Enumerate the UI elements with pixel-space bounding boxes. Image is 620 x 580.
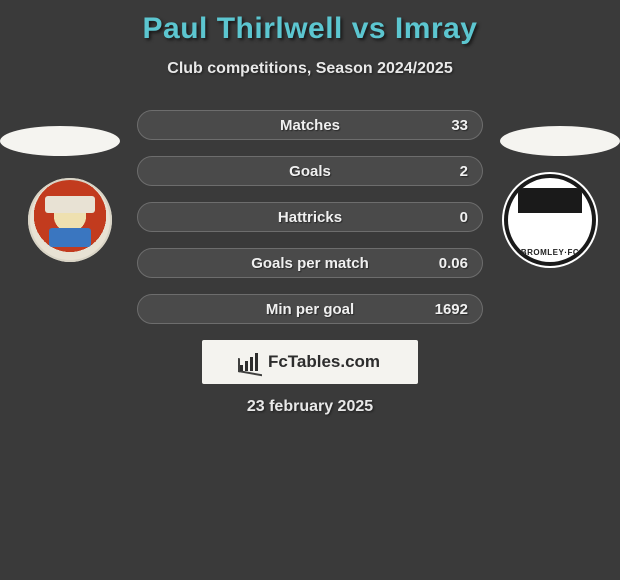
brand-box[interactable]: FcTables.com <box>202 340 418 384</box>
player-right-silhouette <box>500 126 620 156</box>
club-left-crest <box>20 170 120 270</box>
stat-row-matches: Matches 33 <box>137 110 483 140</box>
subtitle: Club competitions, Season 2024/2025 <box>0 60 620 78</box>
stat-label: Goals <box>289 163 331 180</box>
stat-right-value: 0 <box>460 209 468 226</box>
stat-row-mpg: Min per goal 1692 <box>137 294 483 324</box>
stat-row-hattricks: Hattricks 0 <box>137 202 483 232</box>
chart-bars-icon <box>240 353 262 371</box>
stats-table: Matches 33 Goals 2 Hattricks 0 Goals per… <box>137 110 483 324</box>
stat-label: Matches <box>280 117 340 134</box>
brand-label: FcTables.com <box>268 352 380 372</box>
stat-row-goals: Goals 2 <box>137 156 483 186</box>
date-footer: 23 february 2025 <box>0 398 620 416</box>
club-left-crest-icon <box>28 178 112 262</box>
stat-right-value: 0.06 <box>439 255 468 272</box>
stat-label: Hattricks <box>278 209 342 226</box>
club-right-crest-icon <box>508 178 592 262</box>
stat-right-value: 33 <box>451 117 468 134</box>
stat-label: Min per goal <box>266 301 354 318</box>
stat-right-value: 2 <box>460 163 468 180</box>
page-title: Paul Thirlwell vs Imray <box>0 12 620 46</box>
player-left-silhouette <box>0 126 120 156</box>
stat-right-value: 1692 <box>435 301 468 318</box>
club-right-crest <box>500 170 600 270</box>
stat-label: Goals per match <box>251 255 369 272</box>
stat-row-gpm: Goals per match 0.06 <box>137 248 483 278</box>
